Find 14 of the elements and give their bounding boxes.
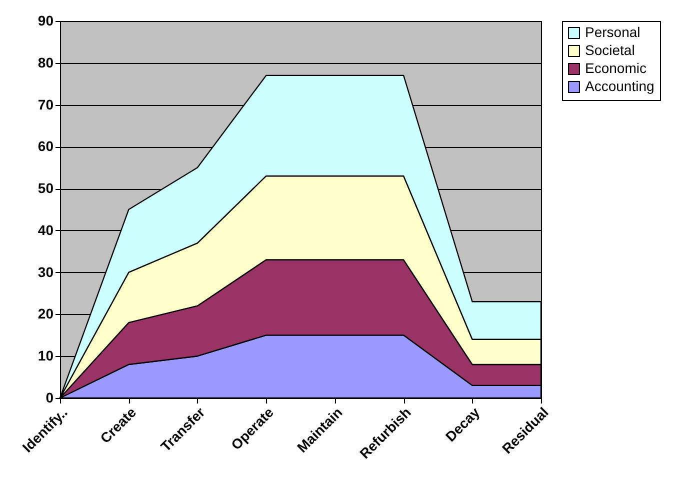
y-tick-label: 90 [38, 12, 54, 28]
y-tick-label: 40 [38, 222, 54, 238]
legend-label: Societal [585, 42, 635, 58]
y-tick-label: 50 [38, 180, 54, 196]
legend-label: Economic [585, 60, 646, 76]
y-tick-label: 70 [38, 96, 54, 112]
y-tick-label: 80 [38, 54, 54, 70]
y-tick-label: 60 [38, 138, 54, 154]
legend-label: Personal [585, 24, 640, 40]
y-tick-label: 0 [46, 390, 54, 406]
y-tick-label: 10 [38, 348, 54, 364]
y-tick-label: 20 [38, 306, 54, 322]
legend-label: Accounting [585, 78, 654, 94]
y-tick-label: 30 [38, 264, 54, 280]
